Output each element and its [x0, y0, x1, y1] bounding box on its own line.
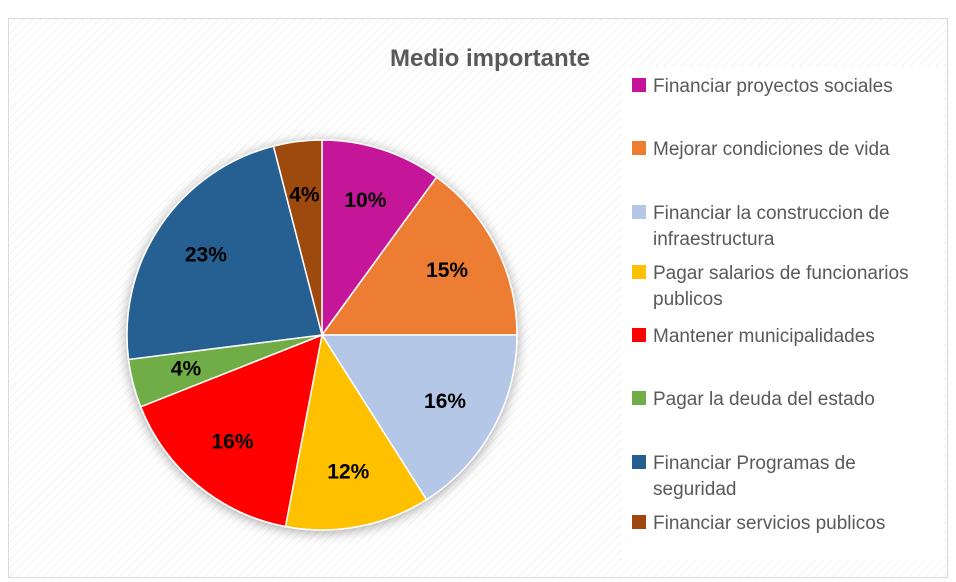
data-label: 10% — [344, 189, 386, 212]
legend-swatch — [632, 391, 646, 405]
chart-title: Medio importante — [390, 45, 590, 72]
legend-swatch — [632, 141, 646, 155]
legend-swatch — [632, 455, 646, 469]
pie-slice — [126, 145, 323, 361]
legend-label: Financiar Programas de seguridad — [653, 453, 856, 500]
legend-box — [622, 66, 944, 560]
legend-label: Pagar la deuda del estado — [653, 389, 875, 410]
legend-label: Financiar servicios publicos — [653, 513, 885, 534]
legend-label: Pagar salarios de funcionarios publicos — [653, 263, 909, 310]
pie-slice — [320, 176, 518, 336]
data-label: 4% — [171, 357, 202, 380]
pie-slice — [284, 332, 428, 531]
data-label: 15% — [426, 259, 468, 282]
legend-swatch — [632, 515, 646, 529]
pie — [126, 139, 518, 531]
pie-slice — [139, 333, 323, 528]
data-label: 16% — [424, 390, 466, 413]
legend-label: Mejorar condiciones de vida — [653, 139, 890, 160]
legend-label: Financiar proyectos sociales — [653, 76, 893, 97]
data-label: 16% — [211, 431, 253, 454]
pie-slice — [321, 139, 438, 338]
legend-swatch — [632, 205, 646, 219]
legend-swatch — [632, 265, 646, 279]
legend-label: Mantener municipalidades — [653, 326, 875, 347]
pie-slice — [320, 334, 518, 501]
data-label: 12% — [327, 460, 369, 483]
legend-swatch — [632, 78, 646, 92]
data-label: 4% — [289, 183, 320, 206]
data-label: 23% — [185, 244, 227, 267]
pie-slice — [272, 139, 323, 336]
legend-label: Financiar la construccion de infraestruct… — [653, 203, 890, 250]
legend-swatch — [632, 328, 646, 342]
